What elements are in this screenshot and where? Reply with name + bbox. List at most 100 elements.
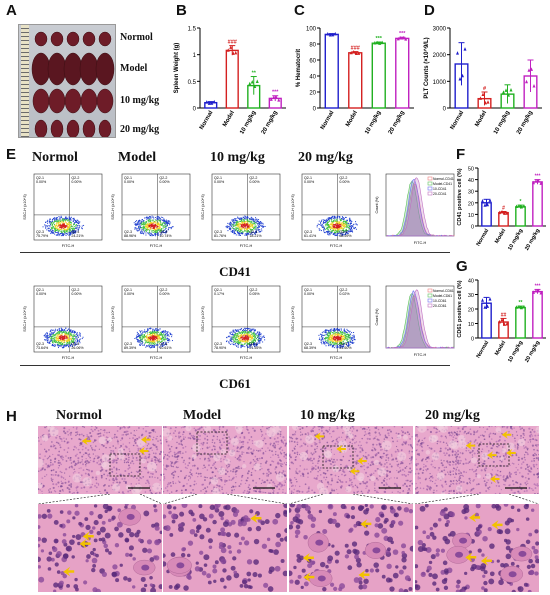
flow-event-dot [156,329,158,331]
quadrant-label: Q2-2 [339,288,347,292]
flow-event-dot [71,228,73,230]
flow-event-dot [328,221,330,223]
flow-event-dot [137,227,139,229]
flow-event-dot [255,231,257,233]
flow-event-dot [345,229,347,231]
flow-event-dot [331,338,333,340]
flow-event-dot [144,339,146,341]
category-label: Normal [450,110,466,131]
flow-event-dot [259,333,261,335]
histogram-y-label: Count (%) [375,196,379,214]
flow-event-dot [59,218,61,220]
flow-event-dot [147,332,149,334]
flow-event-dot [333,340,335,342]
flow-event-dot [66,333,68,335]
nucleus-dot [115,476,117,479]
flow-event-dot [330,226,332,228]
flow-event-dot [151,225,153,227]
flow-event-dot [336,345,338,347]
flow-event-dot [238,225,240,227]
flow-event-dot [140,227,142,229]
flow-event-dot [164,336,166,338]
flow-event-dot [242,339,244,341]
data-point [537,178,540,183]
flow-event-dot [164,331,166,333]
flow-event-dot [166,332,168,334]
flow-event-dot [65,345,67,347]
quadrant-label: 0.00% [124,292,135,296]
nucleus-dot [86,434,88,436]
flow-event-dot [324,337,326,339]
flow-event-dot [56,334,58,336]
flow-event-dot [61,335,63,337]
flow-event-dot [321,219,323,221]
flow-event-dot [142,342,144,344]
flow-event-dot [244,222,246,224]
flow-event-dot [67,341,69,343]
nucleus-dot [44,475,46,478]
flow-event-dot [234,334,236,336]
quadrant-label: Q2-2 [71,288,79,292]
flow-event-dot [157,232,159,234]
axis-label-y: SSC-H (x10^3) [111,194,115,220]
flow-event-dot [144,336,146,338]
flow-event-dot [229,225,231,227]
flow-event-dot [345,222,347,224]
panel-label-g: G [456,258,468,275]
flow-event-dot [231,338,233,340]
flow-event-dot [351,332,353,334]
flow-event-dot [330,232,332,234]
flow-event-dot [70,216,72,218]
flow-event-dot [333,225,335,227]
quadrant-label: 0.02% [339,292,350,296]
data-point [205,100,209,104]
flow-event-dot [53,217,55,219]
flow-event-dot [335,229,337,231]
spleen-specimen [66,119,80,137]
spleen-specimens [31,31,115,137]
flow-event-dot [344,220,346,222]
flow-event-dot [246,342,248,344]
histogram-x-label: FITC-H [414,241,427,245]
flow-event-dot [152,216,154,218]
bar [395,37,410,109]
flow-event-dot [145,339,147,341]
flow-event-dot [146,345,148,347]
flow-event-dot [55,224,57,226]
flow-event-dot [53,334,55,336]
quadrant-label: Q2-3 [124,230,132,234]
significance-mark: *** [376,36,383,42]
flow-event-dot [145,337,147,339]
flow-event-dot [70,330,72,332]
flow-event-dot [66,336,68,338]
flow-event-dot [334,329,336,331]
flow-event-dot [52,223,54,225]
flow-event-dot [258,219,260,221]
flow-event-dot [148,340,150,342]
flow-event-dot [256,218,258,220]
flow-event-dot [343,337,345,339]
flow-event-dot [70,217,72,219]
histology-low-magnification [38,426,162,494]
data-point [333,31,337,36]
flow-event-dot [139,337,141,339]
flow-event-dot [331,329,333,331]
flow-event-dot [241,223,243,225]
flow-event-dot [337,347,339,349]
flow-event-dot [140,338,142,340]
flow-event-dot [50,221,52,223]
flow-event-dot [143,229,145,231]
flow-event-dot [145,232,147,234]
flow-event-dot [237,223,239,225]
flow-event-dot [229,332,231,334]
flow-event-dot [232,338,234,340]
flow-event-dot [156,330,158,332]
flow-event-dot [147,226,149,228]
flow-event-dot [141,341,143,343]
flow-event-dot [240,233,242,235]
flow-event-dot [247,221,249,223]
flow-event-dot [331,229,333,231]
flow-event-dot [241,339,243,341]
flow-event-dot [249,228,251,230]
